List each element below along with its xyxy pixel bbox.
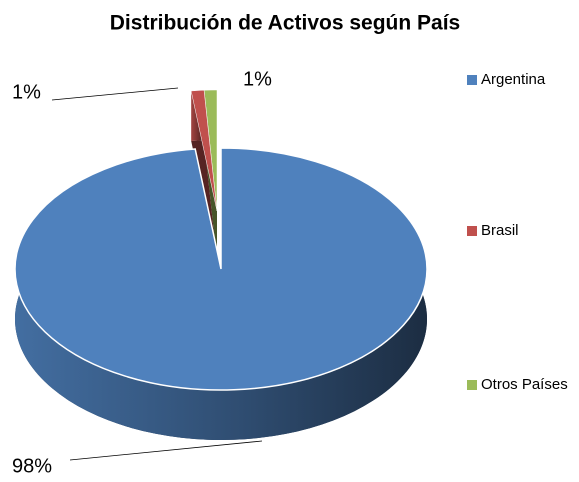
legend-label: Brasil bbox=[481, 222, 519, 239]
legend-swatch bbox=[467, 226, 477, 236]
data-label: 1% bbox=[243, 68, 272, 90]
legend-label: Otros Países bbox=[481, 376, 568, 393]
leader-line bbox=[69, 440, 263, 461]
legend-swatch bbox=[467, 75, 477, 85]
data-label: 98% bbox=[12, 455, 52, 477]
chart-title: Distribución de Activos según País bbox=[110, 12, 460, 35]
leader-line bbox=[51, 87, 179, 101]
legend-label: Argentina bbox=[481, 71, 546, 88]
slice bbox=[14, 147, 428, 391]
slice bbox=[190, 89, 218, 212]
legend-swatch bbox=[467, 380, 477, 390]
data-label: 1% bbox=[12, 81, 41, 103]
